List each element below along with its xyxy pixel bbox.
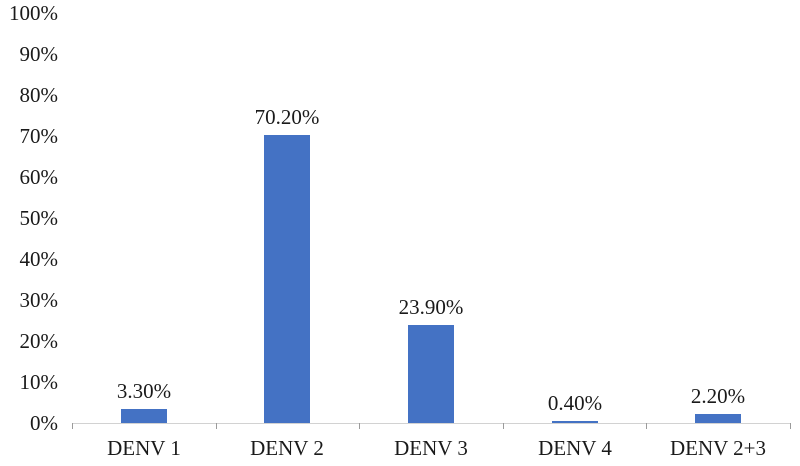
y-axis-label: 40%: [19, 247, 59, 271]
value-label: 3.30%: [116, 379, 172, 403]
x-axis-tick: [72, 423, 73, 429]
y-axis-label: 0%: [30, 411, 58, 435]
bar-denv-2-3: [695, 413, 741, 423]
category-label: DENV 2: [250, 436, 324, 460]
value-label: 0.40%: [547, 391, 603, 415]
y-axis-label: 80%: [19, 83, 59, 107]
category-label: DENV 1: [107, 436, 181, 460]
y-axis-label: 60%: [19, 165, 59, 189]
bar-denv-2: [264, 135, 310, 423]
value-label: 2.20%: [690, 384, 746, 408]
y-axis-label: 100%: [9, 1, 58, 25]
x-axis-tick: [359, 423, 360, 429]
x-axis-tick: [503, 423, 504, 429]
y-axis-label: 20%: [19, 329, 59, 353]
category-label: DENV 2+3: [669, 436, 767, 460]
value-label: 70.20%: [254, 105, 320, 129]
y-axis-label: 10%: [19, 370, 59, 394]
bar-denv-4: [552, 421, 598, 423]
x-axis-tick: [790, 423, 791, 429]
bar-denv-3: [408, 325, 454, 423]
x-axis-tick: [216, 423, 217, 429]
category-label: DENV 3: [394, 436, 468, 460]
y-axis-label: 30%: [19, 288, 59, 312]
y-axis-label: 90%: [19, 42, 59, 66]
value-label: 23.90%: [398, 295, 464, 319]
x-axis-tick: [646, 423, 647, 429]
y-axis-label: 50%: [19, 206, 59, 230]
bar-denv-1: [121, 409, 167, 423]
x-axis-line: [72, 423, 790, 424]
category-label: DENV 4: [538, 436, 612, 460]
y-axis-label: 70%: [19, 124, 59, 148]
